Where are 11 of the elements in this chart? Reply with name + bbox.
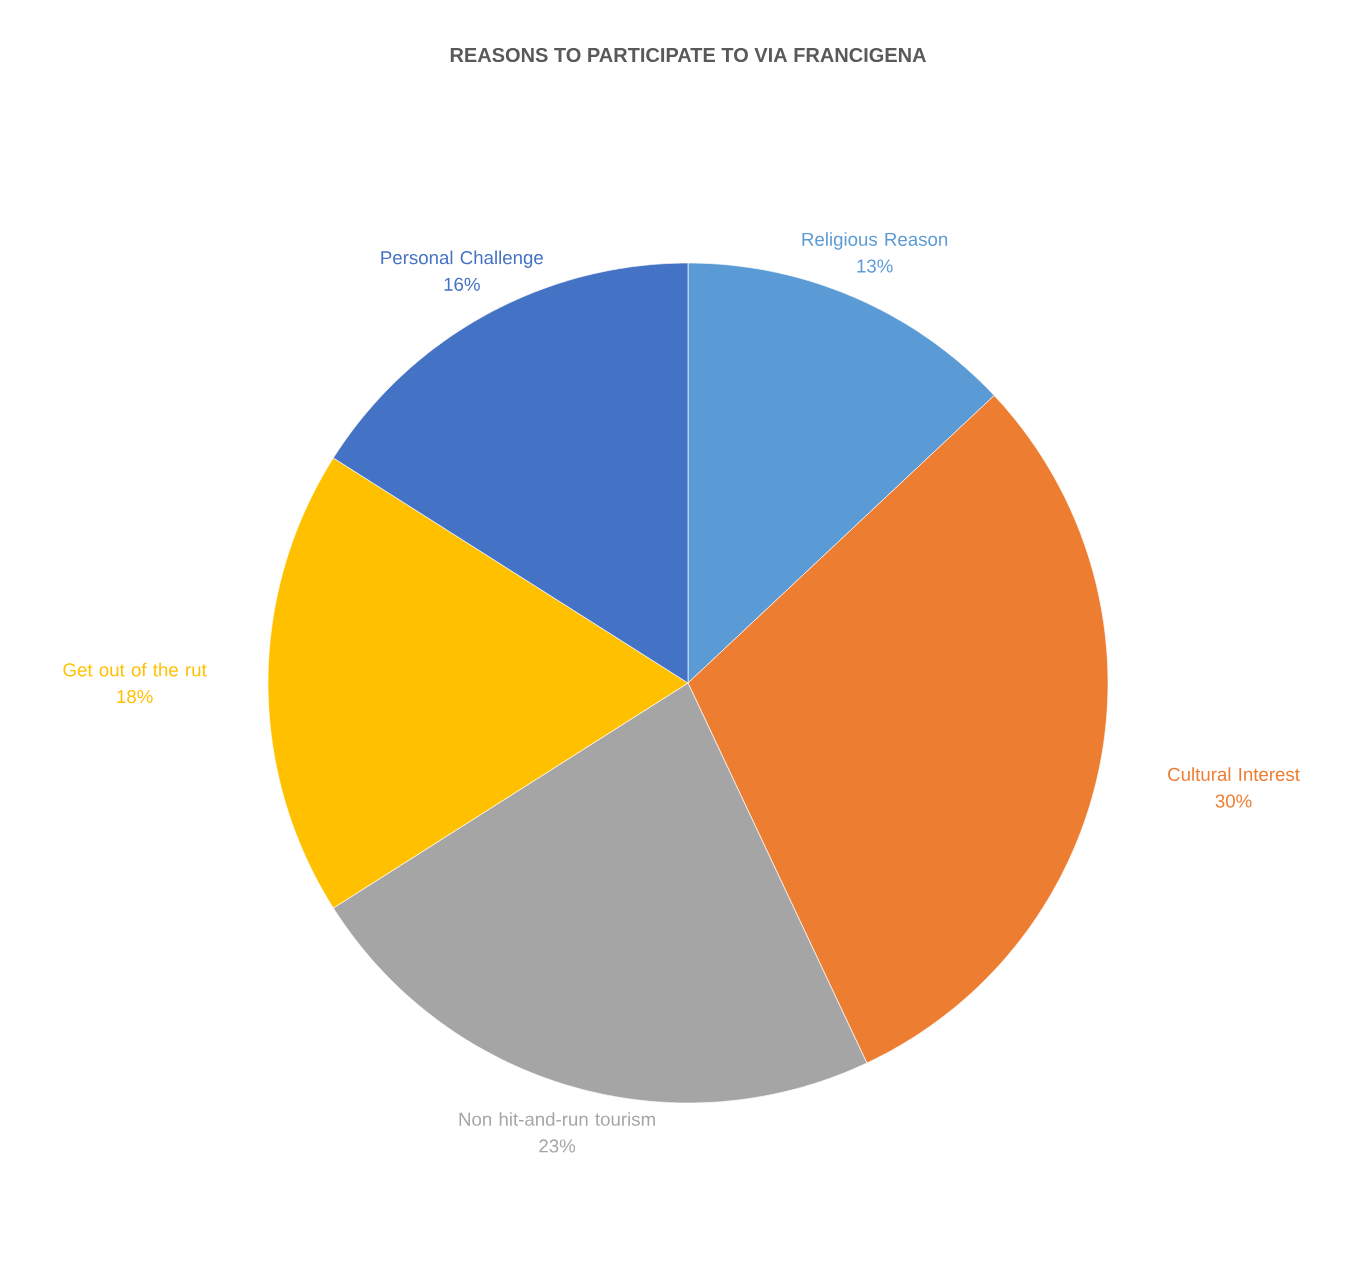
slice-label: Personal Challenge (381, 250, 543, 268)
data-label: 18% (117, 689, 153, 704)
slice-label: Non hit-and-run tourism (459, 1112, 655, 1126)
chart-title: REASONS TO PARTICIPATE TO VIA FRANCIGENA (450, 47, 926, 63)
data-label: 13% (857, 259, 893, 273)
slice-label: Get out of the rut (63, 662, 207, 677)
data-label: 30% (1215, 794, 1252, 808)
slice-label: Cultural Interest (1168, 767, 1300, 781)
data-label: 23% (539, 1139, 576, 1153)
slice-label: Religious Reason (802, 232, 948, 250)
data-label: 16% (444, 277, 480, 291)
